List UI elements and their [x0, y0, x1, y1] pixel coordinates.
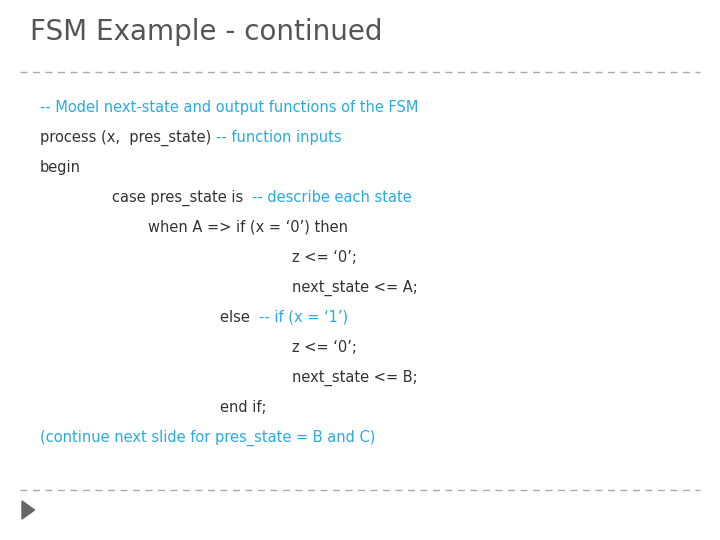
- Polygon shape: [22, 501, 35, 519]
- Text: -- describe each state: -- describe each state: [253, 190, 413, 205]
- Text: next_state <= A;: next_state <= A;: [292, 280, 418, 296]
- Text: FSM Example - continued: FSM Example - continued: [30, 18, 382, 46]
- Text: else: else: [220, 310, 259, 325]
- Text: begin: begin: [40, 160, 81, 175]
- Text: z <= ‘0’;: z <= ‘0’;: [292, 340, 357, 355]
- Text: -- function inputs: -- function inputs: [216, 130, 341, 145]
- Text: z <= ‘0’;: z <= ‘0’;: [292, 250, 357, 265]
- Text: (continue next slide for pres_state = B and C): (continue next slide for pres_state = B …: [40, 430, 375, 446]
- Text: end if;: end if;: [220, 400, 266, 415]
- Text: -- if (x = ‘1’): -- if (x = ‘1’): [259, 310, 348, 325]
- Text: -- Model next-state and output functions of the FSM: -- Model next-state and output functions…: [40, 100, 418, 115]
- Text: when A => if (x = ‘0’) then: when A => if (x = ‘0’) then: [148, 220, 348, 235]
- Text: process (x,  pres_state): process (x, pres_state): [40, 130, 216, 146]
- Text: case pres_state is: case pres_state is: [112, 190, 253, 206]
- Text: next_state <= B;: next_state <= B;: [292, 370, 418, 386]
